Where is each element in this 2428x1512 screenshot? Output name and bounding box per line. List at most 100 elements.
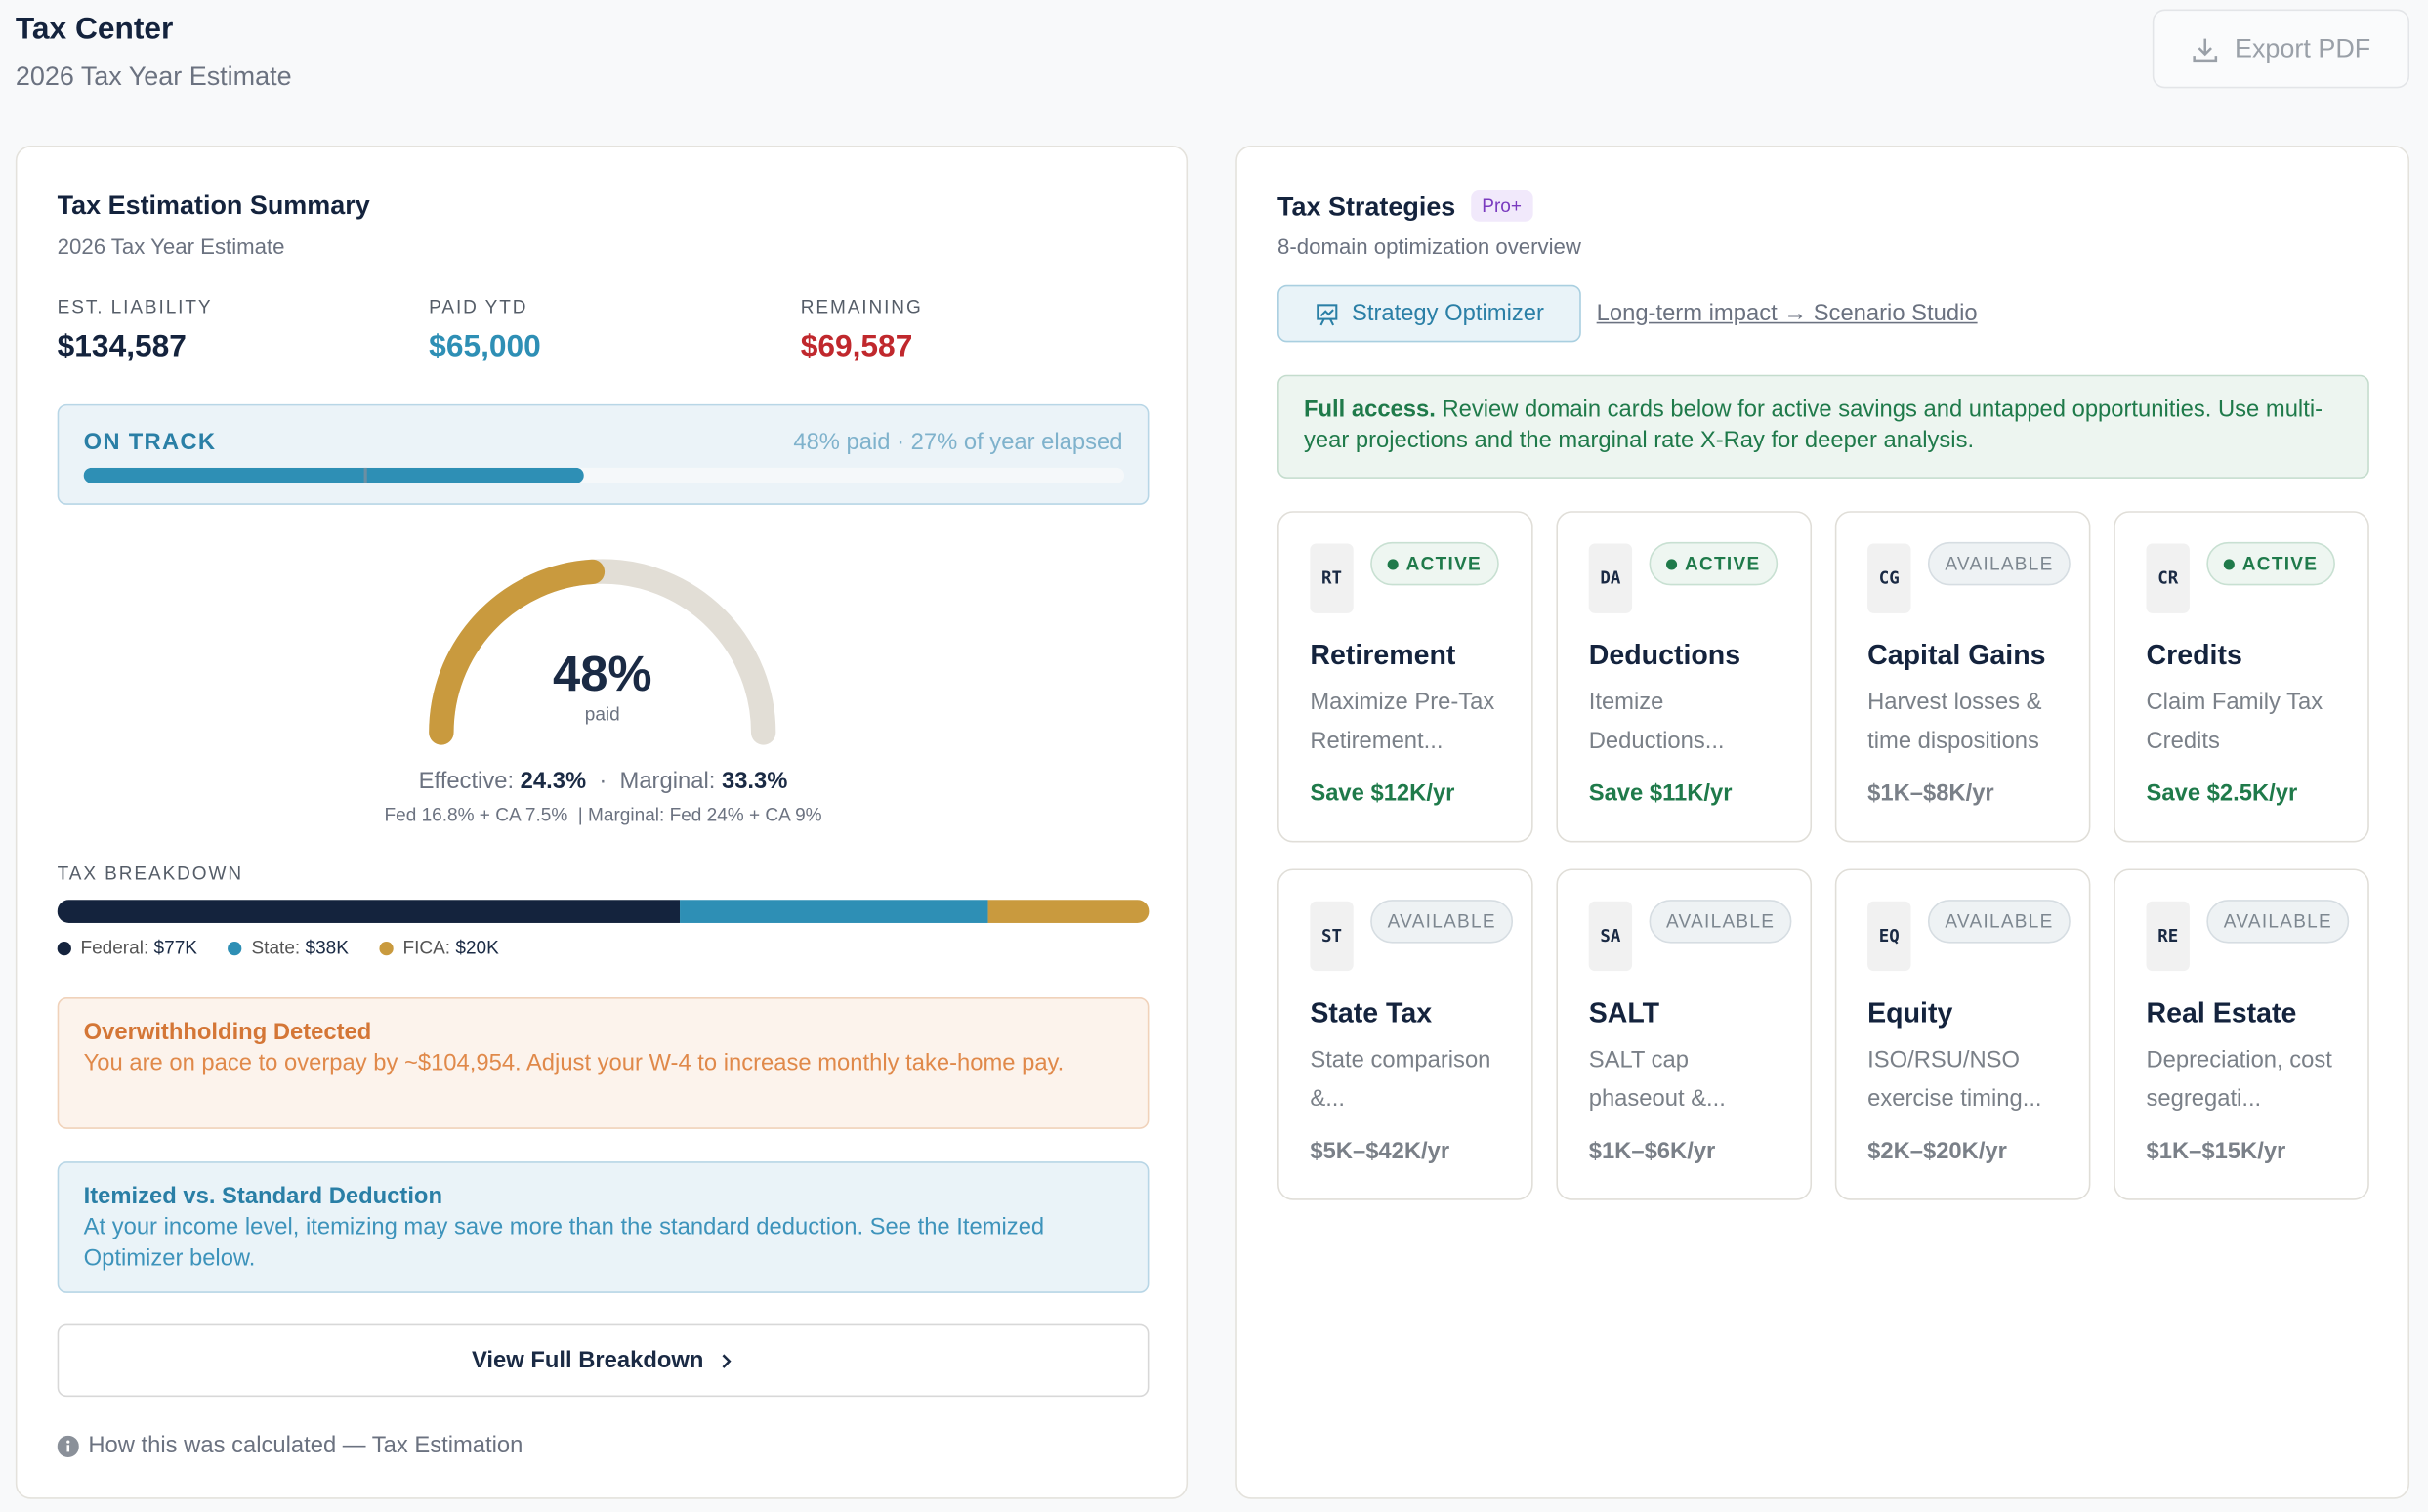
- status-text: ACTIVE: [1685, 553, 1761, 575]
- status-badge: AVAILABLE: [1927, 541, 2072, 586]
- stat-value: $134,587: [57, 329, 187, 364]
- status-text: AVAILABLE: [1945, 553, 2054, 575]
- status-badge: AVAILABLE: [1927, 900, 2072, 944]
- card-title: Tax Estimation Summary: [57, 190, 370, 221]
- legend-item: Federal: $77K: [57, 937, 198, 959]
- pro-plus-badge: Pro+: [1471, 190, 1533, 222]
- strategy-card-credits[interactable]: CR ACTIVE Credits Claim Family Tax Credi…: [2114, 511, 2369, 843]
- domain-code: DA: [1588, 543, 1633, 613]
- gauge-caption: paid: [584, 702, 620, 726]
- year-elapsed-marker: [364, 467, 368, 483]
- status-badge: AVAILABLE: [1370, 900, 1514, 944]
- strategy-savings: Save $12K/yr: [1310, 780, 1455, 808]
- itemized-alert: Itemized vs. Standard Deduction At your …: [57, 1161, 1150, 1293]
- footnote-text: How this was calculated — Tax Estimation: [88, 1432, 523, 1459]
- status-badge: AVAILABLE: [1649, 900, 1792, 944]
- status-badge: AVAILABLE: [2206, 900, 2350, 944]
- strategy-savings: $1K–$15K/yr: [2146, 1138, 2286, 1165]
- strategy-card-state-tax[interactable]: ST AVAILABLE State Tax State comparison …: [1277, 868, 1533, 1200]
- domain-code: ST: [1310, 901, 1354, 972]
- rates-line: Effective: 24.3% · Marginal: 33.3%: [17, 768, 1189, 794]
- notice-bold: Full access.: [1303, 396, 1436, 423]
- strategy-title: State Tax: [1310, 997, 1433, 1029]
- stat-value: $65,000: [429, 329, 541, 364]
- domain-code: SA: [1588, 901, 1633, 972]
- button-label: Strategy Optimizer: [1351, 300, 1544, 327]
- strategy-description: Harvest losses & time dispositions: [1867, 689, 2042, 755]
- strategy-card-deductions[interactable]: DA ACTIVE Deductions Itemize Deductions.…: [1556, 511, 1813, 843]
- strategy-description: Itemize Deductions...: [1588, 689, 1725, 755]
- status-text: ACTIVE: [2241, 553, 2319, 575]
- status-text: AVAILABLE: [1665, 910, 1776, 933]
- domain-code: RT: [1310, 543, 1354, 613]
- legend-value: $38K: [305, 937, 349, 959]
- strategy-savings: Save $2.5K/yr: [2146, 780, 2298, 808]
- domain-code: CR: [2146, 543, 2190, 613]
- strategy-title: SALT: [1588, 997, 1660, 1029]
- notice-text: Review domain cards below for active sav…: [1303, 396, 2323, 454]
- stat-label: REMAINING: [800, 295, 923, 318]
- card-subtitle: 8-domain optimization overview: [1277, 233, 1581, 259]
- page-title: Tax Center: [15, 12, 174, 47]
- strategy-card-equity[interactable]: EQ AVAILABLE Equity ISO/RSU/NSO exercise…: [1834, 868, 2091, 1200]
- separator: ·: [599, 768, 607, 795]
- strategy-savings: $5K–$42K/yr: [1310, 1138, 1450, 1165]
- tax-estimation-card: Tax Estimation Summary 2026 Tax Year Est…: [15, 146, 1189, 1499]
- stat-label: PAID YTD: [429, 295, 528, 318]
- on-track-status: ON TRACK 48% paid · 27% of year elapsed: [57, 403, 1150, 505]
- legend-dot: [57, 941, 71, 956]
- presentation-chart-icon: [1317, 303, 1338, 325]
- legend-label: State:: [251, 937, 301, 959]
- strategy-description: SALT cap phaseout &...: [1588, 1046, 1726, 1113]
- strategy-savings: $1K–$8K/yr: [1867, 780, 1994, 808]
- alert-title: Itemized vs. Standard Deduction: [83, 1183, 443, 1210]
- status-dot-icon: [2223, 558, 2235, 569]
- view-full-breakdown-button[interactable]: View Full Breakdown: [57, 1323, 1150, 1398]
- domain-code: RE: [2146, 901, 2190, 972]
- breakdown-segment-federal: [57, 900, 681, 923]
- strategy-card-capital-gains[interactable]: CG AVAILABLE Capital Gains Harvest losse…: [1834, 511, 2091, 843]
- strategy-description: ISO/RSU/NSO exercise timing...: [1867, 1046, 2042, 1113]
- status-dot-icon: [1665, 558, 1678, 569]
- domain-code: CG: [1867, 543, 1911, 613]
- domain-code: EQ: [1867, 901, 1911, 972]
- export-pdf-button[interactable]: Export PDF: [2152, 9, 2410, 89]
- calculation-info-link[interactable]: How this was calculated — Tax Estimation: [57, 1432, 523, 1459]
- strategy-savings: $1K–$6K/yr: [1588, 1138, 1716, 1165]
- download-icon: [2193, 37, 2218, 62]
- stat-value: $69,587: [800, 329, 913, 364]
- strategy-title: Real Estate: [2146, 997, 2297, 1029]
- strategy-card-real-estate[interactable]: RE AVAILABLE Real Estate Depreciation, c…: [2114, 868, 2369, 1200]
- strategy-card-salt[interactable]: SA AVAILABLE SALT SALT cap phaseout &...…: [1556, 868, 1813, 1200]
- strategy-card-retirement[interactable]: RT ACTIVE Retirement Maximize Pre-Tax Re…: [1277, 511, 1533, 843]
- legend-value: $20K: [455, 937, 499, 959]
- alert-title: Overwithholding Detected: [83, 1019, 372, 1046]
- scenario-studio-link[interactable]: Long-term impact → Scenario Studio: [1596, 300, 1978, 327]
- legend-label: Federal:: [80, 937, 149, 959]
- stat-label: EST. LIABILITY: [57, 295, 213, 318]
- strategies-title: Tax Strategies: [1277, 191, 1456, 222]
- strategy-title: Retirement: [1310, 639, 1456, 671]
- legend-item: State: $38K: [228, 937, 349, 959]
- paid-progress-fill: [83, 467, 584, 483]
- strategy-optimizer-button[interactable]: Strategy Optimizer: [1277, 284, 1581, 343]
- strategy-description: Maximize Pre-Tax Retirement...: [1310, 689, 1495, 755]
- status-badge: ACTIVE: [1649, 541, 1778, 586]
- strategy-savings: Save $11K/yr: [1588, 780, 1733, 808]
- strategy-description: Depreciation, cost segregati...: [2146, 1046, 2332, 1113]
- legend-value: $77K: [153, 937, 198, 959]
- overwithholding-alert: Overwithholding Detected You are on pace…: [57, 997, 1150, 1129]
- tax-strategies-card: Tax Strategies Pro+ 8-domain optimization…: [1235, 146, 2410, 1499]
- strategy-title: Equity: [1867, 997, 1953, 1029]
- page-subtitle: 2026 Tax Year Estimate: [15, 62, 292, 92]
- status-badge: ACTIVE: [2206, 541, 2335, 586]
- legend-label: FICA:: [402, 937, 451, 959]
- alert-text: You are on pace to overpay by ~$104,954.…: [83, 1049, 1065, 1076]
- paid-progress-bar: [83, 467, 1125, 483]
- strategy-title: Deductions: [1588, 639, 1741, 671]
- chevron-right-icon: [723, 1353, 733, 1368]
- status-text: ACTIVE: [1405, 553, 1483, 575]
- tax-breakdown-bar: [57, 900, 1150, 923]
- status-text: AVAILABLE: [2223, 910, 2332, 933]
- breakdown-title: TAX BREAKDOWN: [57, 862, 244, 885]
